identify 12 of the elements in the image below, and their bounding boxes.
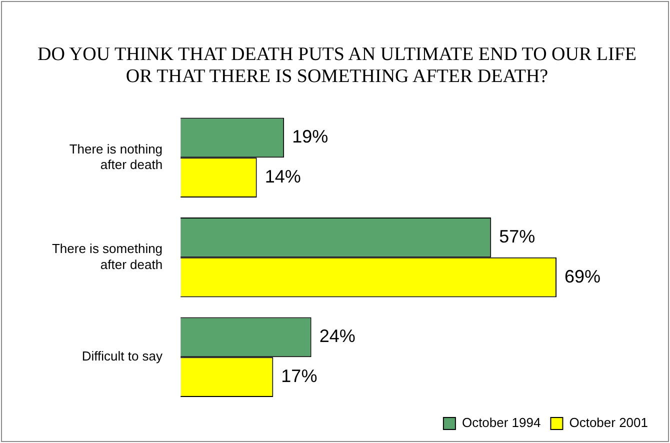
y-tick-label: Difficult to say — [82, 348, 164, 364]
data-label: 19% — [292, 126, 328, 147]
chart-title: DO YOU THINK THAT DEATH PUTS AN ULTIMATE END TO OUR LIFE OR THAT THERE IS SOMETHING AFTER DEATH? — [36, 44, 638, 88]
y-tick-label: There is nothing after death — [69, 141, 163, 172]
data-label: 24% — [319, 326, 356, 346]
legend-label: October 1994 — [462, 415, 541, 430]
data-label: 14% — [264, 166, 301, 187]
data-label: 69% — [564, 266, 601, 286]
data-label: 17% — [281, 366, 318, 386]
y-tick-label: There is something after death — [52, 241, 163, 272]
data-label: 57% — [499, 226, 536, 246]
legend-label: October 2001 — [569, 415, 648, 430]
